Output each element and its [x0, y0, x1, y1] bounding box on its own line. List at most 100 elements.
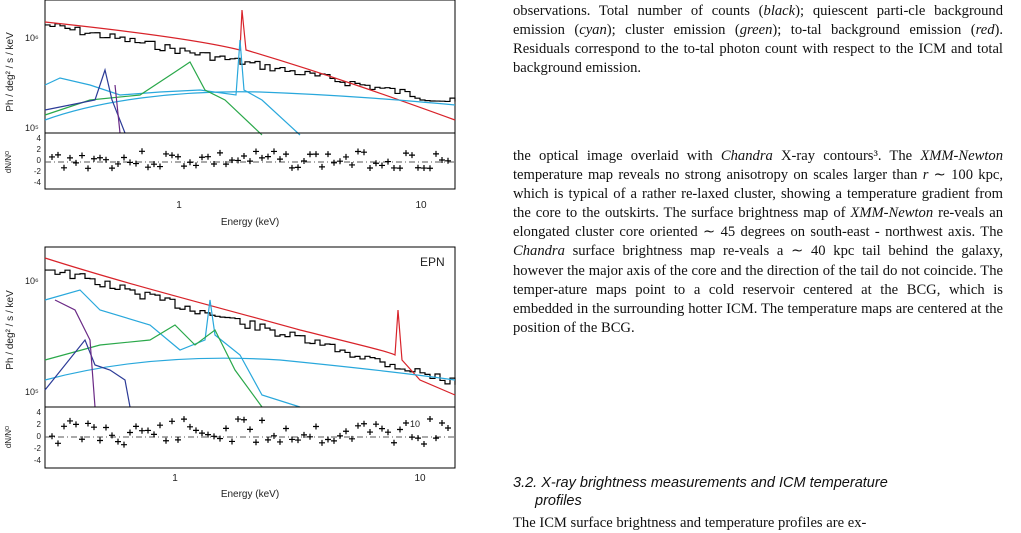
top-residual-point-40: [289, 164, 295, 171]
top-residual-point-35: [259, 154, 265, 161]
top-residual-point-39: [283, 151, 289, 158]
section-heading: 3.2. X-ray brightness measurements and I…: [513, 474, 993, 510]
bottom-xtick-10: 10: [414, 473, 426, 484]
body-paragraph-text: the optical image overlaid with Chandra …: [513, 147, 1003, 338]
bottom-residual-point-16: [145, 427, 151, 434]
panel-top-residuals: 4 2 0 -2 -4 dN/Nᴼ 1 10 Energy (keV): [4, 132, 456, 228]
top-residual-tick-3: -2: [34, 167, 42, 176]
top-residual-point-2: [61, 164, 67, 171]
bottom-residual-point-52: [361, 420, 367, 427]
bottom-residual-point-64: [433, 435, 439, 442]
top-residual-point-5: [79, 152, 85, 159]
top-residual-point-12: [121, 154, 127, 161]
top-residual-point-62: [421, 165, 427, 172]
caption-part-5: green: [739, 22, 773, 39]
top-residual-point-41: [295, 164, 301, 171]
bottom-residual-point-7: [91, 424, 97, 431]
bottom-residual-point-5: [79, 436, 85, 443]
top-residual-point-25: [199, 154, 205, 161]
top-residual-point-48: [337, 158, 343, 165]
bottom-residual-point-57: [391, 439, 397, 446]
bottom-residual-point-24: [193, 427, 199, 434]
bottom-residual-point-40: [289, 436, 295, 443]
bottom-residual-point-51: [355, 422, 361, 429]
next-paragraph: The ICM surface brightness and temperatu…: [513, 514, 1003, 533]
bottom-residual-point-43: [307, 433, 313, 440]
top-cluster-emission: [44, 61, 263, 136]
top-residual-point-54: [373, 160, 379, 167]
top-residual-point-13: [127, 159, 133, 166]
top-total-background: [44, 9, 456, 121]
top-residual-point-1: [55, 151, 61, 158]
top-residual-point-49: [343, 153, 349, 160]
bottom-residual-point-10: [109, 432, 115, 439]
caption-part-8: ). Residuals correspond to the to-tal ph…: [513, 22, 1004, 77]
top-ytick-1e6: 10⁶: [25, 33, 39, 43]
bottom-residual-point-54: [373, 421, 379, 428]
bottom-residual-point-28: [217, 435, 223, 442]
top-particle-background-smooth: [44, 91, 456, 121]
top-residual-point-32: [241, 153, 247, 160]
bottom-residual-point-11: [115, 438, 121, 445]
bottom-residual-point-61: [415, 435, 421, 442]
top-residual-tick-0: 4: [37, 134, 42, 143]
bottom-total-background: [44, 257, 456, 396]
bottom-residual-point-21: [175, 436, 181, 443]
top-residual-point-21: [175, 153, 181, 160]
spectra-figure: Ph / deg² / s / keV 10⁶ 10⁵ 4 2 0 -2 -4 dN/N…: [4, 0, 456, 500]
bottom-residual-point-65: [439, 419, 445, 426]
bottom-residual-point-56: [385, 429, 391, 436]
body-part-0: the optical image overlaid with: [513, 148, 721, 164]
bottom-residual-point-41: [295, 437, 301, 444]
body-part-9: Chandra: [513, 243, 565, 260]
bottom-residual-point-15: [139, 427, 145, 434]
caption-part-2: ); quiescent parti-cle background emissi…: [513, 3, 1003, 39]
body-paragraph: the optical image overlaid with Chandra …: [513, 147, 1003, 338]
top-residual-point-58: [397, 165, 403, 172]
bottom-residual-point-26: [205, 431, 211, 438]
top-residual-point-61: [415, 164, 421, 171]
section-title-line2: profiles: [535, 493, 582, 509]
body-part-10: surface brightness map re-veals a ∼ 40 k…: [513, 243, 1003, 336]
bottom-residual-point-13: [127, 429, 133, 436]
top-residual-tick-1: 2: [37, 145, 42, 154]
panel-top-spectrum: Ph / deg² / s / keV 10⁶ 10⁵: [5, 0, 456, 136]
bottom-residual-point-45: [319, 439, 325, 446]
top-residual-point-4: [73, 159, 79, 166]
top-residual-point-11: [115, 160, 121, 167]
caption-part-1: black: [763, 3, 796, 19]
caption-part-4: ); cluster emission (: [606, 22, 740, 39]
top-residual-point-51: [355, 148, 361, 155]
bottom-residual-tick-2: 0: [37, 432, 42, 441]
top-residual-point-55: [379, 162, 385, 169]
section-title-line1: X-ray brightness measurements and ICM te…: [541, 475, 888, 491]
bottom-residual-point-2: [61, 423, 67, 430]
bottom-residual-point-66: [445, 424, 451, 431]
bottom-ylabel: Ph / deg² / s / keV: [5, 290, 16, 370]
bottom-residual-point-36: [265, 436, 271, 443]
top-residual-point-10: [109, 165, 115, 172]
bottom-residual-point-19: [163, 437, 169, 444]
top-ylabel: Ph / deg² / s / keV: [5, 32, 16, 112]
bottom-residual-point-6: [85, 420, 91, 427]
top-residual-point-42: [301, 158, 307, 165]
bottom-residual-point-49: [343, 428, 349, 435]
bottom-residual-point-34: [253, 439, 259, 446]
body-part-3: XMM-Newton: [920, 148, 1003, 164]
bottom-residual-point-18: [157, 422, 163, 429]
top-residual-point-8: [97, 154, 103, 161]
bottom-residual-point-39: [283, 425, 289, 432]
bottom-cluster-emission: [44, 324, 263, 408]
bottom-residual-point-12: [121, 441, 127, 448]
caption-part-3: cyan: [579, 22, 607, 39]
top-residual-point-9: [103, 156, 109, 163]
top-residual-tick-2: 0: [37, 156, 42, 165]
bottom-residual-point-63: [427, 415, 433, 422]
top-residual-point-18: [157, 163, 163, 170]
bottom-residual-tick-4: -4: [34, 456, 42, 465]
bottom-residual-point-30: [229, 438, 235, 445]
top-residual-point-45: [319, 163, 325, 170]
top-residual-point-52: [361, 149, 367, 156]
top-residual-point-14: [133, 160, 139, 167]
bottom-residual-point-58: [397, 426, 403, 433]
